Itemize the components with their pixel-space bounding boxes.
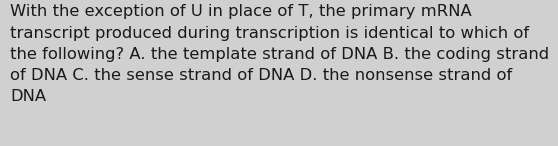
Text: With the exception of U in place of T, the primary mRNA
transcript produced duri: With the exception of U in place of T, t… (10, 4, 549, 104)
